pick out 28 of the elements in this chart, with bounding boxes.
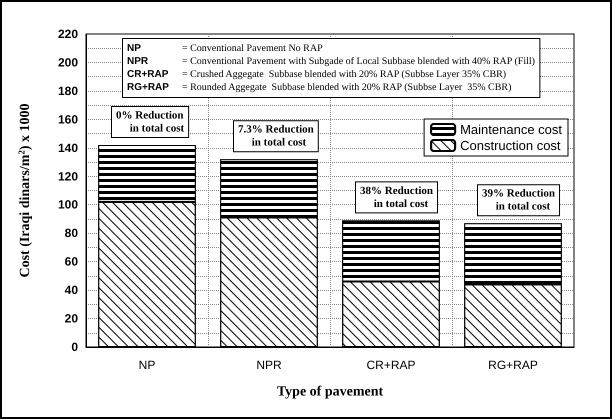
x-tick-label: CR+RAP xyxy=(366,358,416,372)
text: RG+RAP = Rounded Aggegate Subbase blended with 20% RAP (Subbse Layer 35% CBR) xyxy=(127,82,512,93)
y-tick-label: 200 xyxy=(58,55,78,70)
y-tick-label: 60 xyxy=(64,254,78,269)
text: NPR = Conventional Pavement with Subgade of Local Subbase blended with 40% RAP (Fill) xyxy=(127,56,535,67)
annotation: 7.3% Reduction in total cost xyxy=(238,124,314,149)
y-axis-title: Cost (Iraqi dinars/m2) x 1000 xyxy=(16,103,33,278)
y-tick-label: 120 xyxy=(58,169,78,184)
y-tick-label: 140 xyxy=(58,140,78,155)
y-tick-label: 20 xyxy=(64,312,78,326)
y-tick-label: 40 xyxy=(64,283,78,298)
annotation: 39% Reduction in total cost xyxy=(482,188,556,213)
x-tick-label: NPR xyxy=(256,358,282,372)
x-tick-label: NP xyxy=(138,358,156,372)
y-tick-label: 80 xyxy=(64,226,78,240)
annotation: 38% Reduction in total cost xyxy=(360,184,434,210)
y-tick-label: 100 xyxy=(58,198,78,212)
text: NP = Conventional Pavement No RAP xyxy=(127,43,323,54)
x-tick-label: RG+RAP xyxy=(488,358,538,372)
y-tick-label: 160 xyxy=(58,112,78,126)
text: CR+RAP = Crushed Aggegate Subbase blended with 20% RAP (Subbse Layer 35% CBR) xyxy=(127,69,506,80)
annotation: 0% Reduction in total cost xyxy=(116,109,184,134)
y-tick-label: 0 xyxy=(71,340,78,354)
y-tick-label: 180 xyxy=(58,84,78,98)
legend-label: Construction cost xyxy=(460,138,561,153)
x-axis-title: Type of pavement xyxy=(276,384,384,400)
legend-label: Maintenance cost xyxy=(460,122,562,137)
y-tick-label: 220 xyxy=(58,27,78,41)
